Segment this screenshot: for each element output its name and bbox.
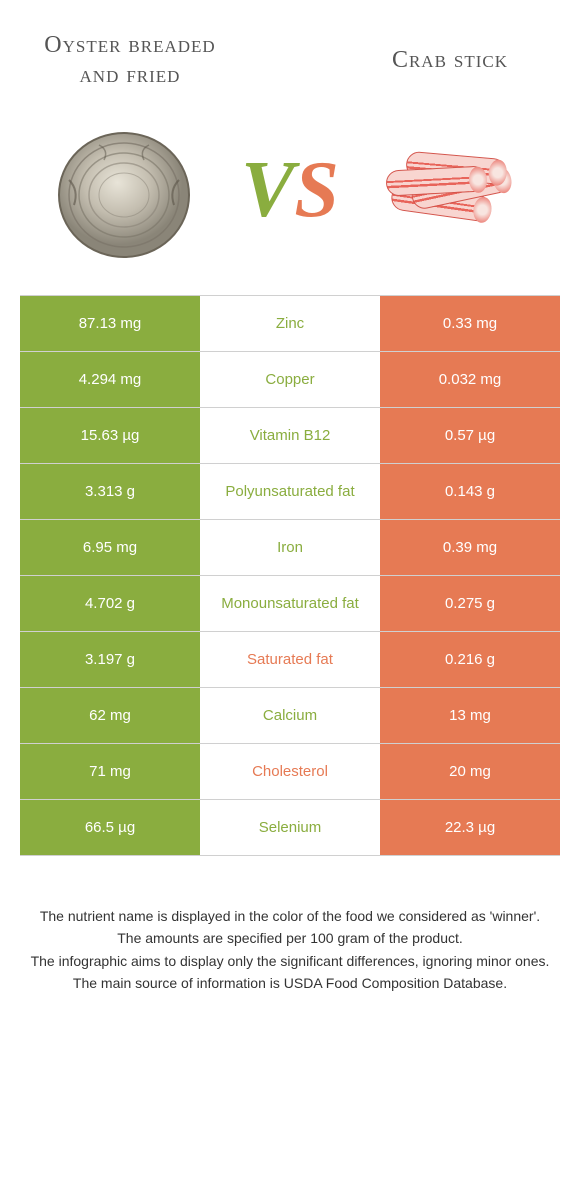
footer-line-3: The infographic aims to display only the… (25, 951, 555, 971)
table-row: 66.5 µgSelenium22.3 µg (20, 800, 560, 856)
table-row: 3.197 gSaturated fat0.216 g (20, 632, 560, 688)
nutrient-name: Polyunsaturated fat (200, 464, 380, 520)
nutrient-name: Copper (200, 352, 380, 408)
right-value: 20 mg (380, 744, 560, 800)
left-value: 6.95 mg (20, 520, 200, 576)
nutrient-name: Calcium (200, 688, 380, 744)
right-value: 0.216 g (380, 632, 560, 688)
nutrient-name: Zinc (200, 296, 380, 352)
left-value: 3.313 g (20, 464, 200, 520)
oyster-image (44, 115, 204, 265)
right-value: 13 mg (380, 688, 560, 744)
table-row: 4.294 mgCopper0.032 mg (20, 352, 560, 408)
nutrient-name: Vitamin B12 (200, 408, 380, 464)
right-value: 0.33 mg (380, 296, 560, 352)
nutrient-table: 87.13 mgZinc0.33 mg4.294 mgCopper0.032 m… (20, 295, 560, 856)
left-value: 62 mg (20, 688, 200, 744)
nutrient-name: Saturated fat (200, 632, 380, 688)
right-value: 22.3 µg (380, 800, 560, 856)
nutrient-name: Iron (200, 520, 380, 576)
nutrient-name: Monounsaturated fat (200, 576, 380, 632)
table-row: 3.313 gPolyunsaturated fat0.143 g (20, 464, 560, 520)
left-value: 15.63 µg (20, 408, 200, 464)
left-value: 4.294 mg (20, 352, 200, 408)
left-value: 3.197 g (20, 632, 200, 688)
right-value: 0.143 g (380, 464, 560, 520)
vs-s: S (294, 146, 339, 234)
left-value: 87.13 mg (20, 296, 200, 352)
footer: The nutrient name is displayed in the co… (0, 856, 580, 1015)
footer-line-1: The nutrient name is displayed in the co… (25, 906, 555, 926)
right-value: 0.57 µg (380, 408, 560, 464)
right-value: 0.032 mg (380, 352, 560, 408)
footer-line-2: The amounts are specified per 100 gram o… (25, 928, 555, 948)
table-row: 4.702 gMonounsaturated fat0.275 g (20, 576, 560, 632)
vs-text: VS (241, 150, 339, 230)
right-value: 0.275 g (380, 576, 560, 632)
nutrient-name: Selenium (200, 800, 380, 856)
left-value: 66.5 µg (20, 800, 200, 856)
header: Oyster breaded and fried Crab stick (0, 0, 580, 110)
crab-stick-image (376, 115, 536, 265)
vs-v: V (241, 146, 294, 234)
left-value: 71 mg (20, 744, 200, 800)
left-value: 4.702 g (20, 576, 200, 632)
right-value: 0.39 mg (380, 520, 560, 576)
left-food-title: Oyster breaded and fried (30, 30, 230, 90)
table-row: 62 mgCalcium13 mg (20, 688, 560, 744)
table-row: 87.13 mgZinc0.33 mg (20, 296, 560, 352)
images-row: VS (0, 110, 580, 295)
table-row: 6.95 mgIron0.39 mg (20, 520, 560, 576)
nutrient-name: Cholesterol (200, 744, 380, 800)
table-row: 71 mgCholesterol20 mg (20, 744, 560, 800)
footer-line-4: The main source of information is USDA F… (25, 973, 555, 993)
right-food-title: Crab stick (350, 45, 550, 75)
table-row: 15.63 µgVitamin B120.57 µg (20, 408, 560, 464)
